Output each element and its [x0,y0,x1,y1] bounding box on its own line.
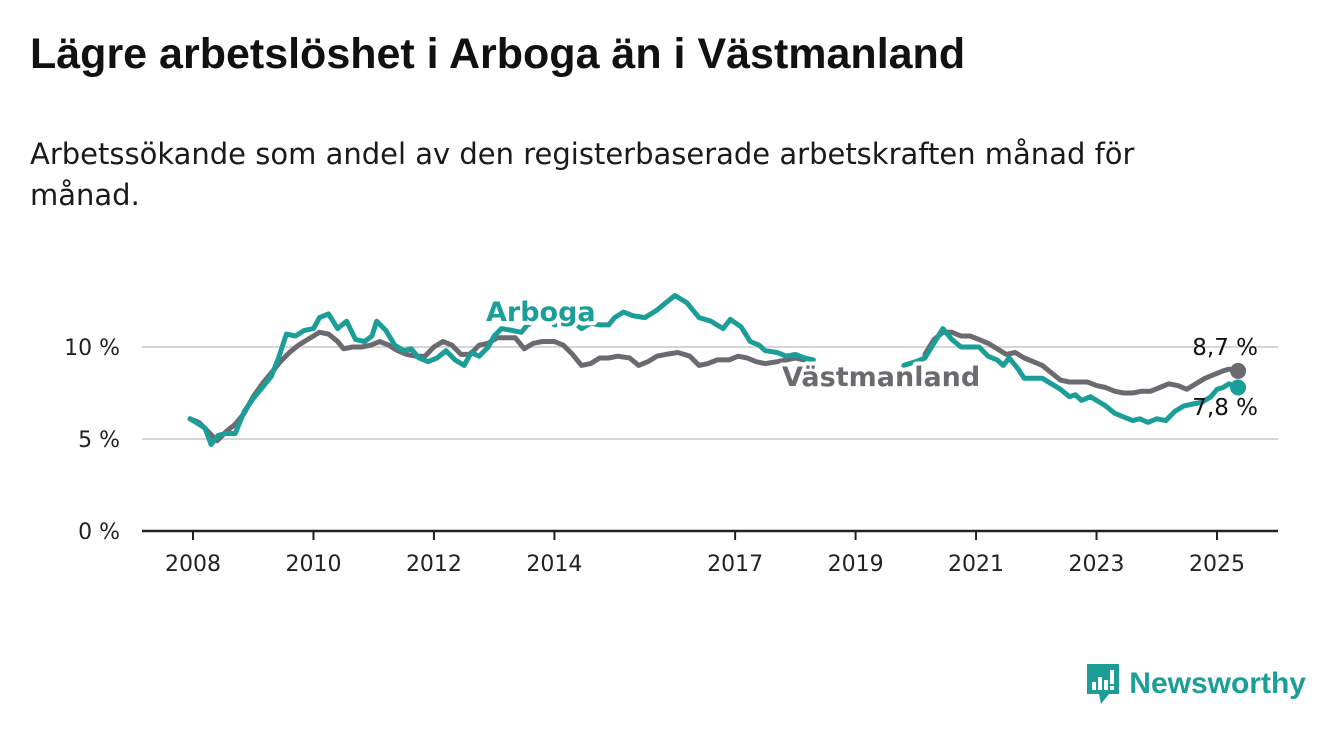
brand-name: Newsworthy [1129,667,1306,700]
end-point-vastmanland [1230,362,1247,379]
series-line-arboga [187,293,816,447]
series-label-vastmanland: Västmanland [782,362,980,393]
y-tick-label: 0 % [78,520,120,545]
x-tick-label: 2025 [1189,552,1245,577]
x-tick-label: 2008 [165,552,221,577]
y-tick-label: 10 % [64,336,120,361]
x-tick-label: 2010 [285,552,341,577]
x-tick-label: 2023 [1069,552,1125,577]
x-tick-label: 2019 [828,552,884,577]
end-point-arboga [1230,379,1247,396]
end-label-vastmanland: 8,7 % [1192,335,1258,361]
end-label-arboga: 7,8 % [1192,395,1258,421]
x-tick-label: 2014 [526,552,582,577]
x-tick-label: 2021 [948,552,1004,577]
series-label-vastmanland-halo: Västmanland [782,362,980,393]
y-tick-label: 5 % [78,428,120,453]
x-tick-label: 2017 [707,552,763,577]
series-label-arboga: Arboga [486,297,596,328]
gridlines [142,346,1278,440]
newsworthy-logo-icon [1087,664,1120,704]
x-axis: 2008 2010 2012 2014 2017 2019 2021 2023 2025 [142,529,1278,577]
series-line-vastmanland [187,329,807,444]
newsworthy-brand: Newsworthy [1085,662,1306,706]
series-label-arboga-halo: Arboga [486,297,596,328]
chart-subtitle: Arbetssökande som andel av den registerb… [30,137,1135,212]
series-line-vastmanland [922,329,1241,396]
series-lines [187,293,1247,447]
series-line-arboga [901,326,1241,425]
x-tick-label: 2012 [406,552,462,577]
y-axis-ticks: 0 % 5 % 10 % [64,336,120,545]
page-title: Lägre arbetslöshet i Arboga än i Västman… [30,30,966,78]
